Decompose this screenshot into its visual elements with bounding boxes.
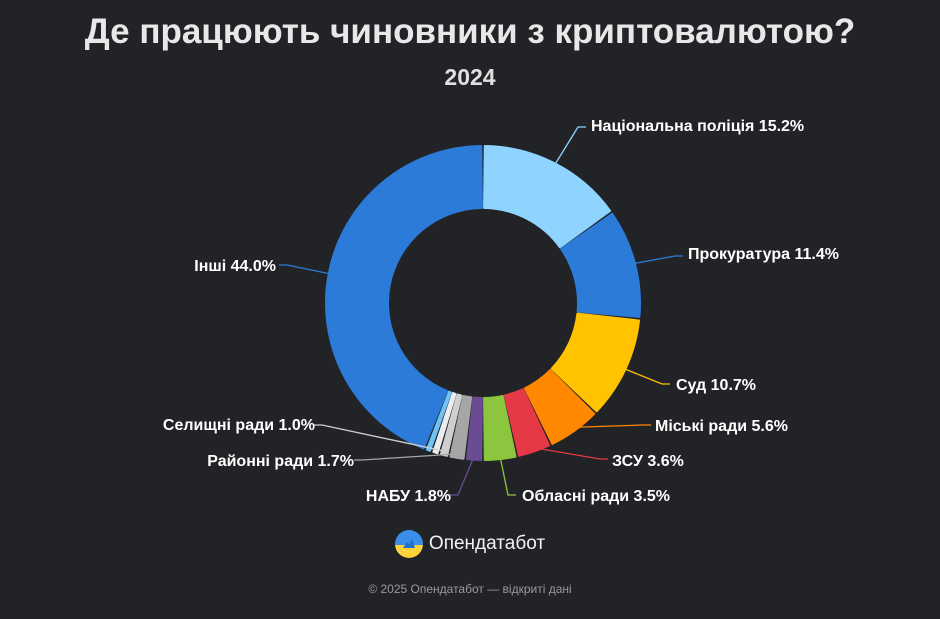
slice-label-9: Селищні ради 1.0% [163,417,315,434]
slice-label-6: Обласні ради 3.5% [522,488,670,505]
leader-line-6 [499,454,516,496]
chart-title: Де працюють чиновники з криптовалютою? [84,12,856,51]
donut-slice-11 [425,390,452,452]
donut-slice-6 [483,394,517,461]
donut-slice-8 [449,394,473,460]
leader-line-2 [630,255,683,265]
slice-label-1: Національна поліція 15.2% [591,118,804,135]
donut-slice-10 [432,392,457,455]
leader-line-9 [314,424,446,452]
brand: Опендатабот [0,530,940,558]
donut-slice-5 [503,388,551,457]
leader-line-5 [532,446,608,460]
donut-slice-1 [483,145,612,249]
brand-name: Опендатабот [428,533,546,554]
donut-slice-4 [523,369,596,445]
slice-label-2: Прокуратура 11.4% [688,246,839,263]
slice-labels: Національна поліція 15.2% Прокуратура 11.… [163,118,839,505]
donut-slice-12 [325,145,483,450]
slice-label-4: Міські ради 5.6% [655,418,788,435]
leader-line-12 [279,264,333,275]
donut-slices [325,145,641,461]
donut-slice-2 [560,212,641,318]
leader-line-3 [621,367,670,385]
opendatabot-logo-icon [394,530,423,558]
donut-slice-3 [550,312,641,413]
leader-line-1 [552,126,586,168]
slice-label-3: Суд 10.7% [676,377,756,394]
leader-line-8 [354,453,458,461]
slice-label-8: Районні ради 1.7% [207,453,354,470]
leader-line-4 [572,424,651,428]
chart-subtitle: 2024 [444,64,496,90]
slice-label-12: Інші 44.0% [194,258,276,275]
leader-lines [279,126,683,496]
slice-label-5: ЗСУ 3.6% [612,453,684,470]
footer-copyright: © 2025 Опендатабот — відкриті дані [368,582,572,596]
donut-slice-7 [466,396,483,461]
slice-label-7: НАБУ 1.8% [366,488,451,505]
leader-line-7 [450,455,475,496]
